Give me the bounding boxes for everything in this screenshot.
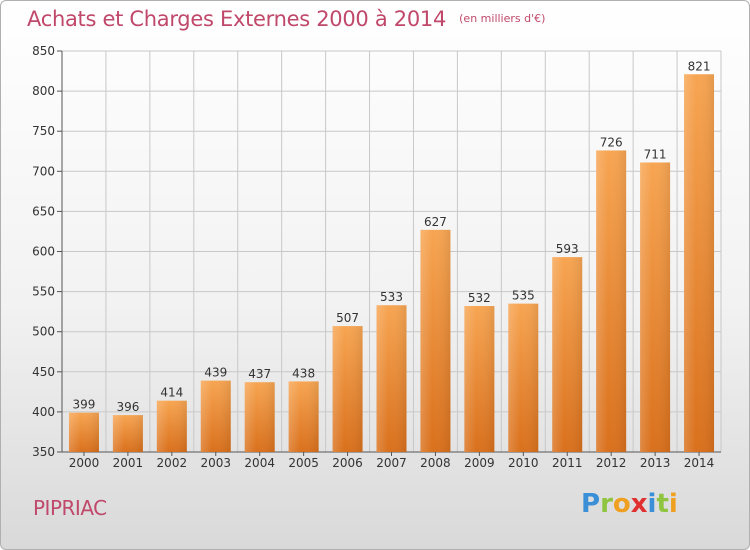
y-tick-label: 450 xyxy=(32,365,55,379)
x-tick-label: 2003 xyxy=(200,456,231,470)
data-label: 627 xyxy=(424,215,447,229)
x-tick-label: 2006 xyxy=(332,456,363,470)
x-tick-label: 2007 xyxy=(376,456,407,470)
logo-letter: o xyxy=(612,489,631,519)
bar-shading xyxy=(112,415,143,452)
logo-letter: i xyxy=(647,489,657,519)
logo-letter: P xyxy=(581,489,601,519)
x-tick-label: 2005 xyxy=(288,456,319,470)
bar-shading xyxy=(508,303,539,452)
proxiti-logo: Proxiti xyxy=(581,489,678,519)
logo-letter: i xyxy=(668,489,678,519)
location-label: PIPRIAC xyxy=(33,496,107,520)
bar-shading xyxy=(552,257,583,452)
data-label: 396 xyxy=(116,400,139,414)
data-label: 821 xyxy=(688,59,711,73)
bar-shading xyxy=(200,380,231,452)
data-label: 533 xyxy=(380,290,403,304)
y-tick-label: 350 xyxy=(32,445,55,459)
chart-title: Achats et Charges Externes 2000 à 2014 xyxy=(27,7,447,31)
data-label: 726 xyxy=(600,135,623,149)
x-tick-label: 2013 xyxy=(640,456,671,470)
y-tick-label: 700 xyxy=(32,164,55,178)
data-label: 399 xyxy=(73,398,96,412)
x-tick-label: 2010 xyxy=(508,456,539,470)
data-label: 593 xyxy=(556,242,579,256)
y-tick-label: 550 xyxy=(32,285,55,299)
data-label: 711 xyxy=(644,147,667,161)
data-label: 439 xyxy=(204,366,227,380)
x-tick-label: 2001 xyxy=(113,456,144,470)
x-tick-label: 2002 xyxy=(157,456,188,470)
x-tick-label: 2011 xyxy=(552,456,583,470)
x-tick-label: 2004 xyxy=(244,456,275,470)
title-line: Achats et Charges Externes 2000 à 2014 (… xyxy=(27,7,545,31)
y-tick-label: 850 xyxy=(32,44,55,58)
bar-shading xyxy=(596,150,627,452)
y-tick-label: 600 xyxy=(32,245,55,259)
data-label: 437 xyxy=(248,367,271,381)
logo-letter: t xyxy=(656,489,669,519)
logo-letter: r xyxy=(600,489,613,519)
y-tick-label: 750 xyxy=(32,124,55,138)
bar-shading xyxy=(244,382,275,452)
data-label: 438 xyxy=(292,366,315,380)
y-tick-label: 400 xyxy=(32,405,55,419)
x-tick-label: 2012 xyxy=(596,456,627,470)
chart-subtitle: (en milliers d'€) xyxy=(459,12,546,25)
x-tick-label: 2008 xyxy=(420,456,451,470)
y-tick-label: 500 xyxy=(32,325,55,339)
x-tick-label: 2000 xyxy=(69,456,100,470)
y-tick-label: 650 xyxy=(32,204,55,218)
x-tick-label: 2014 xyxy=(684,456,715,470)
logo-letter: x xyxy=(630,489,648,519)
bar-shading xyxy=(288,381,319,452)
data-label: 414 xyxy=(160,386,183,400)
y-tick-label: 800 xyxy=(32,84,55,98)
bar-shading xyxy=(156,400,187,452)
bar-shading xyxy=(464,306,495,452)
x-tick-label: 2009 xyxy=(464,456,495,470)
data-label: 507 xyxy=(336,311,359,325)
data-label: 535 xyxy=(512,289,535,303)
bar-shading xyxy=(376,305,407,452)
bar-shading xyxy=(640,162,671,452)
bar-shading xyxy=(684,74,715,453)
data-label: 532 xyxy=(468,291,491,305)
bar-shading xyxy=(68,412,99,452)
bar-shading xyxy=(420,229,451,452)
bar-shading xyxy=(332,326,363,452)
